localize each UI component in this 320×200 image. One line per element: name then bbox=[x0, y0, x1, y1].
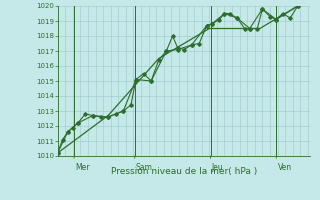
Text: Mer: Mer bbox=[75, 163, 90, 172]
Text: Ven: Ven bbox=[277, 163, 292, 172]
Text: Jeu: Jeu bbox=[212, 163, 224, 172]
Text: Sam: Sam bbox=[136, 163, 153, 172]
X-axis label: Pression niveau de la mer( hPa ): Pression niveau de la mer( hPa ) bbox=[111, 167, 257, 176]
